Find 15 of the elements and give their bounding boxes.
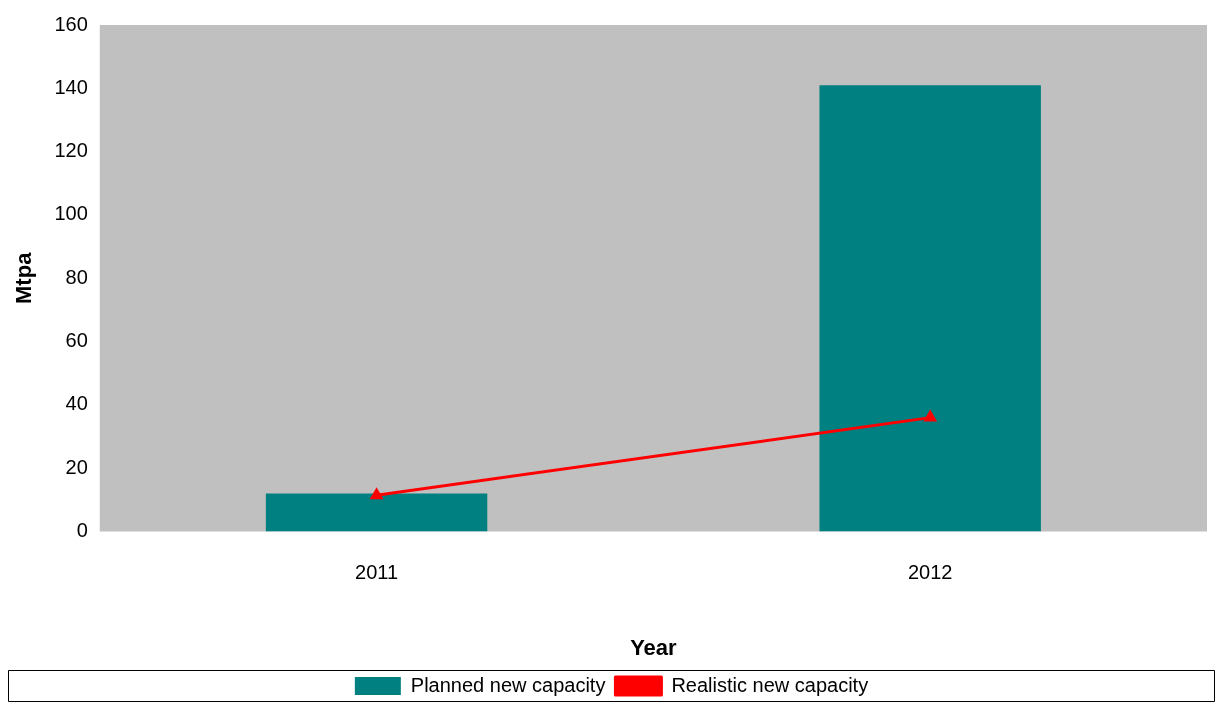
y-tick-label: 0 [76,519,88,542]
y-axis-title: Mtpa [11,251,37,304]
legend-label: Realistic new capacity [671,673,869,696]
y-tick-label: 120 [54,139,88,162]
y-tick-label: 60 [65,329,88,352]
y-tick-label: 100 [54,202,88,225]
legend-label: Planned new capacity [410,673,606,696]
y-tick-label: 40 [65,392,88,415]
y-tick-label: 160 [54,12,88,35]
y-tick-label: 20 [65,455,88,478]
x-tick-label: 2011 [355,561,399,584]
x-axis-title: Year [630,634,678,660]
x-tick-label: 2012 [907,561,953,584]
y-tick-label: 80 [65,265,88,288]
y-tick-label: 140 [54,75,88,98]
